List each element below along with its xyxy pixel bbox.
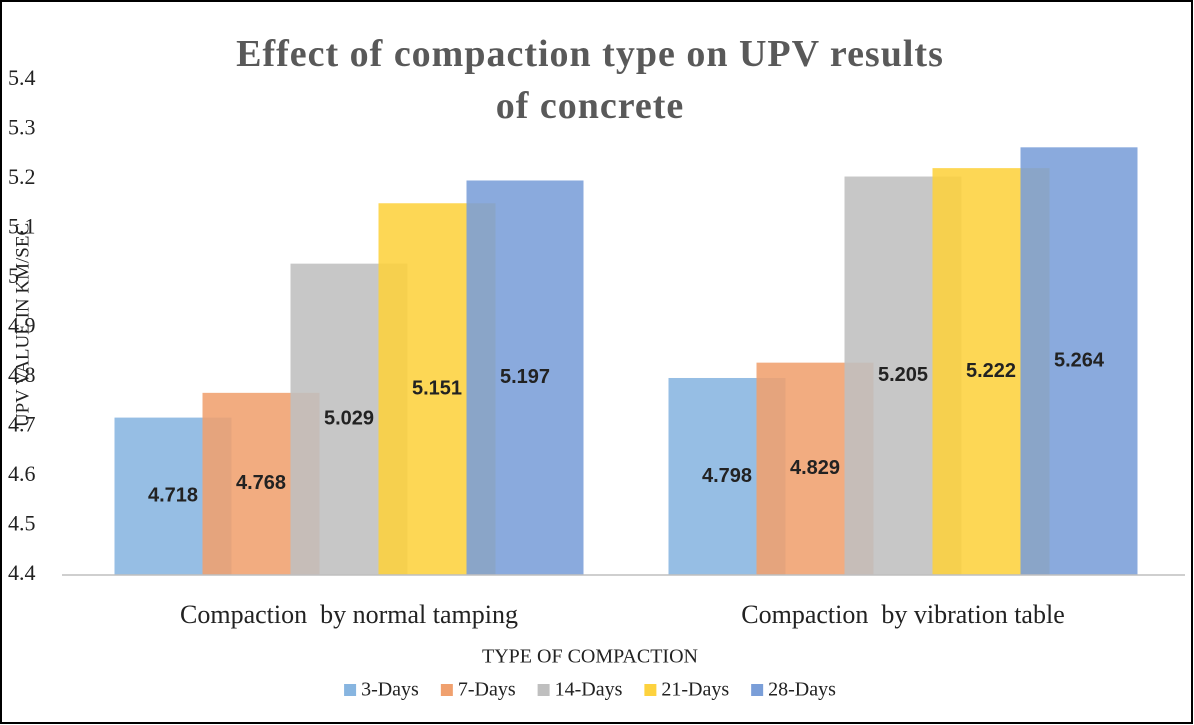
legend-label: 21-Days (661, 679, 729, 701)
y-tick-label: 5.1 (8, 214, 36, 239)
y-tick-label: 5 (8, 263, 19, 288)
legend-label: 7-Days (458, 679, 516, 701)
data-label: 5.151 (412, 377, 462, 399)
legend-swatch (440, 684, 453, 696)
data-label: 4.768 (236, 472, 286, 494)
y-axis-title: UPV VALUE IN KM/SEC (12, 223, 33, 427)
y-tick-label: 4.5 (8, 511, 36, 536)
bar (466, 180, 584, 576)
y-tick-label: 4.8 (8, 362, 36, 387)
data-label: 4.829 (790, 457, 840, 479)
data-label: 5.222 (966, 360, 1016, 382)
y-tick-label: 4.6 (8, 461, 36, 486)
data-label: 4.718 (148, 485, 198, 507)
data-label: 5.029 (324, 408, 374, 430)
bar (1020, 147, 1138, 575)
legend-label: 28-Days (768, 679, 836, 701)
data-label: 5.197 (500, 366, 550, 388)
y-tick-label: 4.9 (8, 313, 36, 338)
data-label: 5.264 (1054, 349, 1105, 371)
y-tick-label: 5.4 (8, 65, 36, 90)
legend-label: 14-Days (555, 679, 623, 701)
legend-swatch (644, 684, 657, 696)
x-axis-title: TYPE OF COMPACTION (482, 646, 698, 668)
y-tick-label: 5.3 (8, 115, 36, 140)
legend-swatch (344, 684, 357, 696)
y-tick-label: 4.7 (8, 412, 36, 437)
data-label: 4.798 (702, 465, 752, 487)
chart-title: Effect of compaction type on UPV results… (236, 33, 944, 127)
legend-swatch (751, 684, 764, 696)
x-tick-label: Compaction by normal tamping (180, 600, 518, 629)
data-label: 5.205 (878, 364, 928, 386)
legend-swatch (537, 684, 550, 696)
y-tick-label: 4.4 (8, 560, 36, 585)
legend-label: 3-Days (361, 679, 419, 701)
x-tick-label: Compaction by vibration table (741, 600, 1065, 629)
y-tick-label: 5.2 (8, 164, 36, 189)
